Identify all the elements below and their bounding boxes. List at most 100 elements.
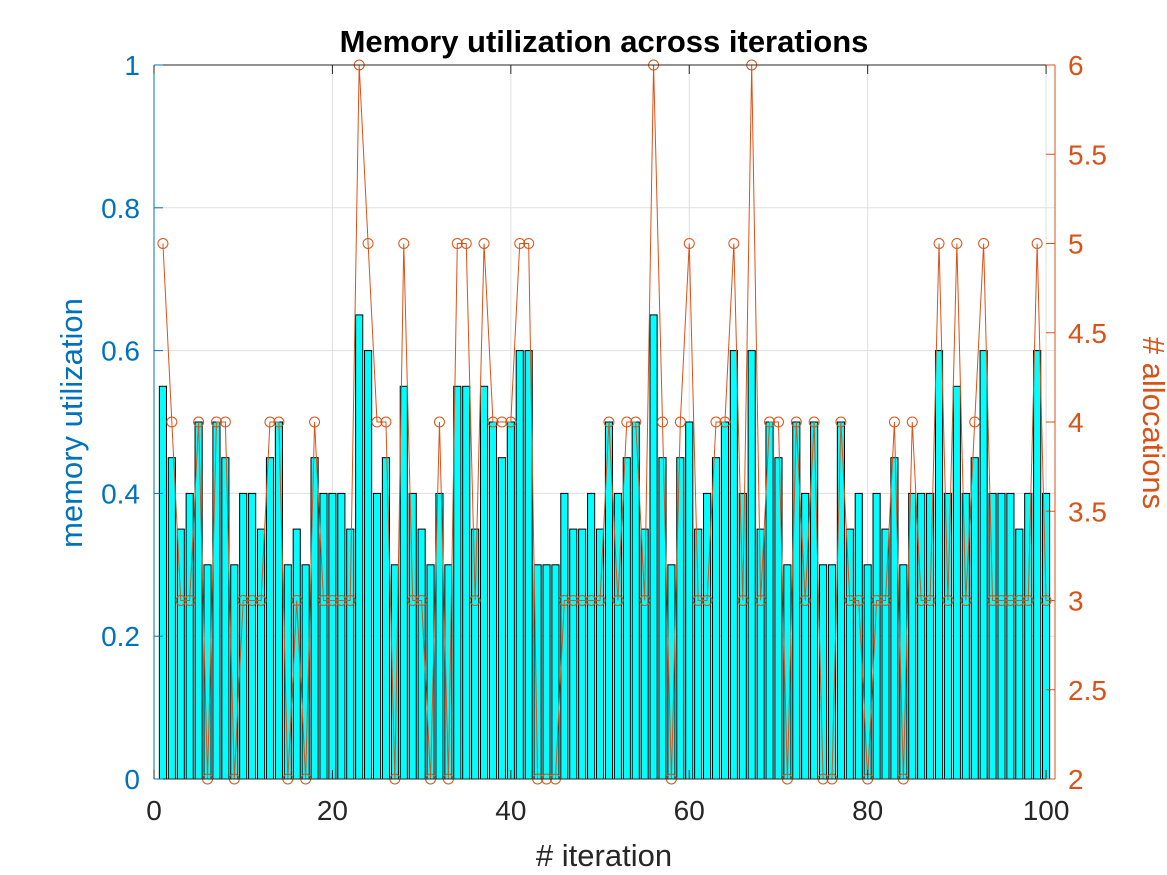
allocation-point: [398, 238, 410, 249]
allocation-point: [496, 416, 508, 428]
allocation-point: [808, 416, 820, 428]
allocation-point: [1022, 595, 1034, 606]
axes: 0 20 40 60 80 100 0 0.2 0.4 0.6 0.8 1 2 2.5 3 3.5 4 4.5 5 5…: [101, 50, 1107, 826]
y-tick-label-right: 3: [1068, 586, 1084, 617]
allocation-point: [701, 595, 713, 606]
allocation-point: [567, 595, 579, 606]
allocation-point: [157, 238, 169, 249]
bar: [587, 492, 596, 780]
allocation-point: [273, 416, 285, 428]
allocation-point: [639, 595, 651, 606]
bar: [542, 564, 551, 780]
bar: [961, 492, 970, 780]
allocation-point: [317, 595, 329, 606]
bar: [934, 350, 944, 780]
allocation-point: [656, 416, 668, 428]
bar: [997, 492, 1006, 780]
allocation-point: [755, 595, 767, 606]
allocation-point: [933, 238, 945, 249]
allocation-point: [603, 416, 615, 428]
allocation-point: [514, 238, 526, 249]
allocation-point: [853, 595, 865, 606]
bar-series: [158, 314, 1051, 780]
bar: [703, 492, 712, 780]
bar: [239, 492, 248, 780]
allocation-point: [924, 595, 936, 606]
allocation-point: [790, 416, 802, 428]
allocation-point: [487, 416, 499, 428]
bar: [471, 528, 480, 780]
allocation-point: [255, 595, 267, 606]
allocation-point: [987, 595, 999, 606]
allocation-point: [969, 416, 981, 428]
bar: [1015, 528, 1024, 780]
allocation-point: [335, 595, 347, 606]
bar: [408, 492, 417, 780]
bar: [1024, 492, 1033, 780]
allocation-point: [219, 416, 231, 428]
bar: [274, 421, 283, 780]
bar: [497, 457, 506, 780]
allocation-point: [264, 416, 276, 428]
allocation-point: [844, 595, 856, 606]
allocation-point: [469, 595, 481, 606]
allocation-point: [621, 416, 633, 428]
bar: [185, 492, 194, 780]
bar: [872, 492, 881, 780]
allocation-point: [1004, 595, 1016, 606]
bar: [756, 528, 765, 780]
allocation-point: [737, 595, 749, 606]
y-tick-label-right: 5.5: [1068, 139, 1107, 170]
bar: [176, 528, 185, 780]
allocation-point: [309, 416, 321, 428]
bar: [988, 492, 997, 780]
bar: [560, 492, 569, 780]
allocation-point: [772, 416, 784, 428]
bar: [328, 492, 337, 780]
bar: [578, 528, 587, 780]
bar: [881, 528, 890, 780]
allocation-point: [871, 595, 883, 606]
bar: [265, 457, 275, 780]
allocation-point: [710, 416, 722, 428]
y-tick-label-right: 6: [1068, 50, 1084, 81]
allocation-point: [371, 416, 383, 428]
bar: [926, 492, 935, 780]
y-tick-label-left: 0.8: [101, 193, 140, 224]
x-tick-label: 20: [317, 795, 348, 826]
allocation-point: [344, 595, 356, 606]
allocation-point: [728, 238, 740, 249]
bar: [569, 528, 578, 780]
x-axis-label: # iteration: [536, 838, 672, 873]
y-axis-label-left: memory utilization: [54, 298, 89, 548]
bar: [622, 457, 631, 780]
bar: [551, 564, 560, 780]
bar: [979, 350, 988, 780]
allocation-point: [246, 595, 258, 606]
bar: [248, 492, 257, 780]
allocation-point: [1031, 238, 1043, 249]
allocation-point: [380, 416, 392, 428]
x-tick-label: 40: [495, 795, 526, 826]
allocation-point: [326, 595, 338, 606]
bar: [845, 528, 854, 780]
allocation-point: [184, 595, 196, 606]
bar: [694, 528, 703, 780]
x-tick-label: 100: [1023, 795, 1070, 826]
y-tick-label-right: 2: [1068, 764, 1084, 795]
x-tick-label: 0: [146, 795, 162, 826]
y-tick-label-left: 0.6: [101, 336, 140, 367]
allocation-point: [960, 595, 972, 606]
allocation-point: [576, 595, 588, 606]
allocation-point: [692, 595, 704, 606]
allocation-point: [594, 595, 606, 606]
allocation-point: [1013, 595, 1025, 606]
bar: [711, 457, 721, 780]
y-tick-label-left: 0: [124, 764, 140, 795]
bar: [515, 350, 524, 780]
bar: [355, 314, 364, 780]
bar: [337, 492, 346, 780]
allocation-point: [237, 595, 249, 606]
bar: [158, 385, 167, 780]
allocation-point: [906, 416, 918, 428]
